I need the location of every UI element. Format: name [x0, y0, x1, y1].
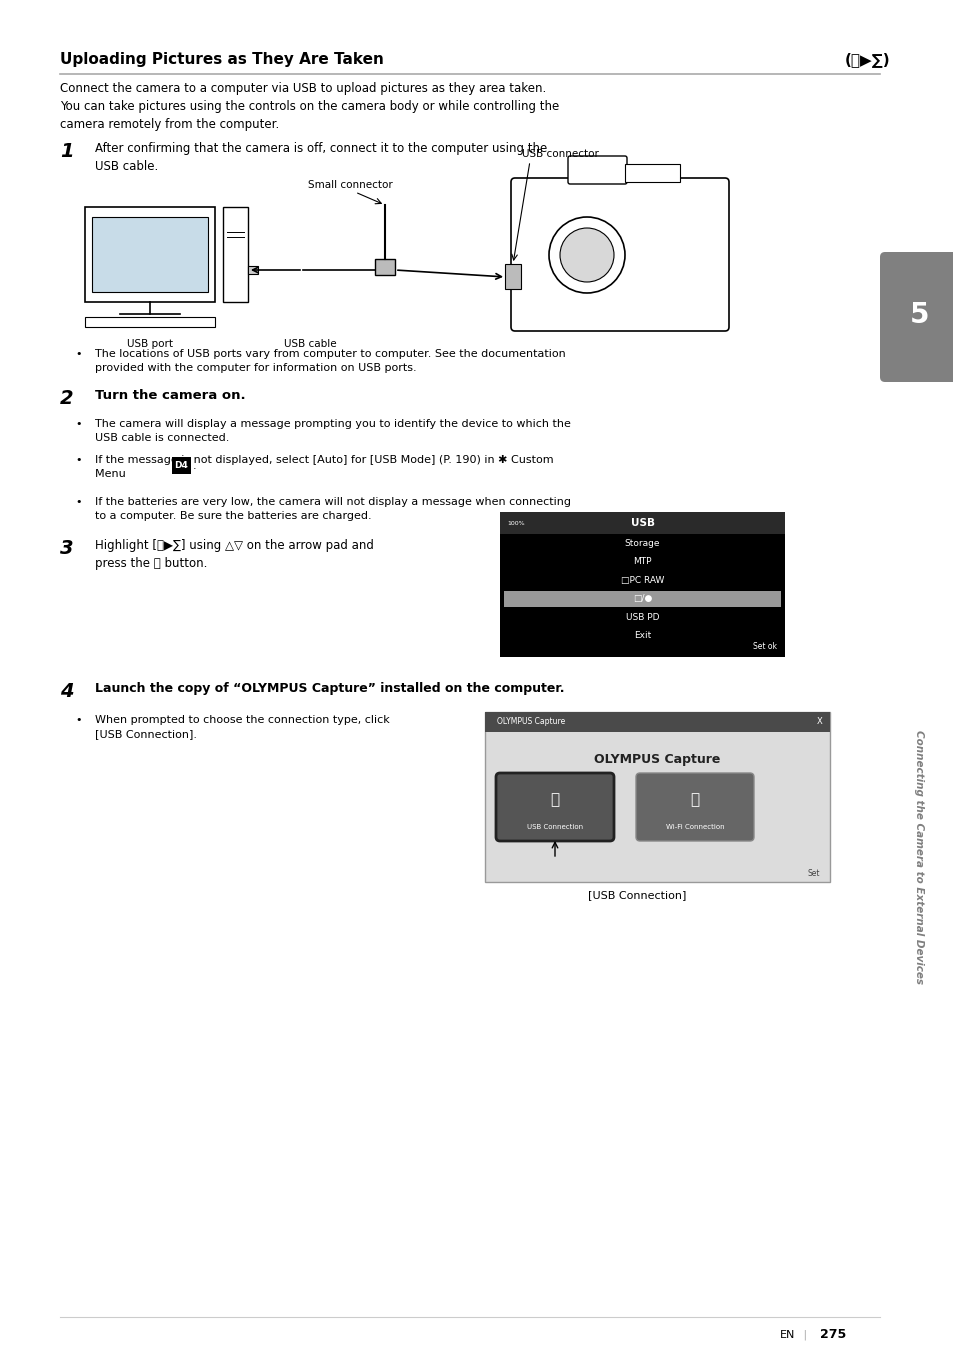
Text: •: •	[75, 419, 81, 429]
Circle shape	[548, 217, 624, 293]
Text: Uploading Pictures as They Are Taken: Uploading Pictures as They Are Taken	[60, 52, 383, 66]
Text: D4: D4	[174, 461, 189, 470]
Text: When prompted to choose the connection type, click
[USB Connection].: When prompted to choose the connection t…	[95, 715, 390, 740]
Bar	[484, 712, 829, 882]
Text: •: •	[75, 497, 81, 508]
Text: Turn the camera on.: Turn the camera on.	[95, 389, 245, 402]
Bar	[172, 457, 191, 474]
FancyBboxPatch shape	[511, 178, 728, 331]
Text: •: •	[75, 455, 81, 465]
Bar	[91, 217, 208, 292]
Bar	[503, 590, 781, 607]
Text: 💻: 💻	[550, 792, 559, 807]
Bar	[504, 265, 520, 289]
Text: MTP: MTP	[633, 558, 651, 566]
Bar	[85, 208, 214, 303]
Bar	[624, 164, 679, 182]
Text: 📶: 📶	[690, 792, 699, 807]
Text: USB port: USB port	[127, 339, 172, 349]
Text: X: X	[816, 718, 821, 726]
Text: USB connector: USB connector	[521, 149, 598, 159]
Circle shape	[559, 228, 614, 282]
Text: 275: 275	[820, 1329, 845, 1342]
Text: □PC RAW: □PC RAW	[620, 575, 663, 585]
Text: If the message is not displayed, select [Auto] for [USB Mode] (P. 190) in ✱ Cust: If the message is not displayed, select …	[95, 455, 553, 479]
Text: •: •	[75, 715, 81, 725]
Text: 100%: 100%	[506, 521, 524, 525]
Text: 1: 1	[60, 142, 73, 161]
Text: If the batteries are very low, the camera will not display a message when connec: If the batteries are very low, the camer…	[95, 497, 571, 521]
Text: Set ok: Set ok	[752, 642, 776, 651]
Bar	[484, 712, 829, 731]
Text: □/●: □/●	[632, 594, 652, 604]
FancyBboxPatch shape	[496, 773, 614, 841]
Text: USB cable: USB cable	[283, 339, 336, 349]
Text: The locations of USB ports vary from computer to computer. See the documentation: The locations of USB ports vary from com…	[95, 349, 565, 373]
Text: [USB Connection]: [USB Connection]	[588, 890, 686, 900]
Text: |: |	[800, 1330, 806, 1341]
Text: USB Connection: USB Connection	[526, 824, 582, 830]
Text: 4: 4	[60, 683, 73, 702]
Text: 2: 2	[60, 389, 73, 408]
Text: The camera will display a message prompting you to identify the device to which : The camera will display a message prompt…	[95, 419, 570, 442]
Text: OLYMPUS Capture: OLYMPUS Capture	[594, 753, 720, 767]
Text: Small connector: Small connector	[307, 180, 392, 190]
Bar	[248, 266, 257, 274]
Text: Highlight [⎗▶∑] using △▽ on the arrow pad and
press the ⒪ button.: Highlight [⎗▶∑] using △▽ on the arrow pa…	[95, 539, 374, 570]
Text: Connecting the Camera to External Devices: Connecting the Camera to External Device…	[914, 730, 923, 984]
Text: Exit: Exit	[633, 631, 651, 641]
FancyBboxPatch shape	[879, 252, 953, 383]
Text: Wi-Fi Connection: Wi-Fi Connection	[665, 824, 723, 830]
Bar	[499, 512, 784, 657]
Text: USB PD: USB PD	[625, 613, 659, 622]
Bar	[375, 259, 395, 275]
FancyBboxPatch shape	[636, 773, 753, 841]
Text: .: .	[193, 460, 196, 471]
FancyBboxPatch shape	[567, 156, 626, 185]
Text: After confirming that the camera is off, connect it to the computer using the
US: After confirming that the camera is off,…	[95, 142, 547, 172]
Bar	[85, 318, 214, 327]
Text: (⎗▶∑): (⎗▶∑)	[844, 52, 890, 66]
Text: EN: EN	[779, 1330, 794, 1339]
Bar	[223, 208, 248, 303]
Text: OLYMPUS Capture: OLYMPUS Capture	[497, 718, 565, 726]
Text: •: •	[75, 349, 81, 360]
Text: 3: 3	[60, 539, 73, 558]
Bar	[499, 512, 784, 535]
Text: Storage: Storage	[624, 539, 659, 548]
Text: Connect the camera to a computer via USB to upload pictures as they area taken.
: Connect the camera to a computer via USB…	[60, 81, 558, 132]
Text: 5: 5	[909, 301, 928, 328]
Text: Set: Set	[806, 870, 820, 878]
Text: Launch the copy of “OLYMPUS Capture” installed on the computer.: Launch the copy of “OLYMPUS Capture” ins…	[95, 683, 564, 695]
Text: USB: USB	[630, 518, 654, 528]
